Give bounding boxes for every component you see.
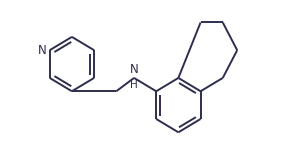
Text: N: N [130,63,139,76]
Text: N: N [38,44,47,57]
Text: H: H [130,80,138,90]
